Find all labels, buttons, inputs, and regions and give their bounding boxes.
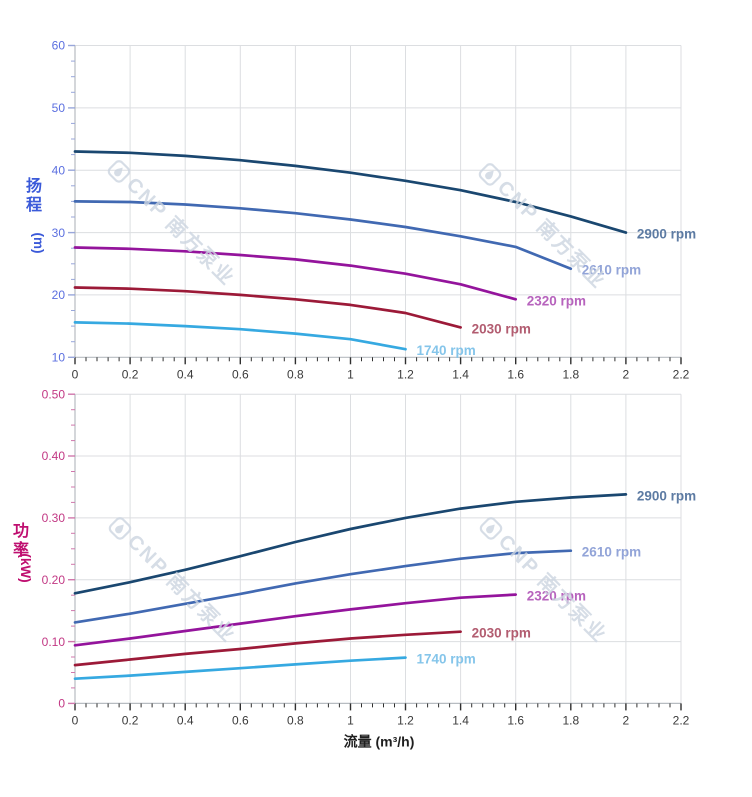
x-tick-label: 1.4 (452, 714, 469, 728)
y-tick-label: 60 (52, 39, 66, 53)
x-tick-label: 0 (72, 714, 79, 728)
curve-label: 2030 rpm (472, 321, 531, 336)
x-tick-label: 1.8 (562, 368, 579, 382)
x-tick-label: 0.4 (177, 368, 194, 382)
curve-2900-rpm (73, 150, 628, 234)
y-tick-label: 30 (52, 226, 66, 240)
y-tick-label: 50 (52, 101, 66, 115)
power-chart: 0 0.2 0.4 0.6 0.8 1 1.2 1.4 1.6 1.8 2 2.2 0 0.10 0.20 0… (13, 387, 696, 727)
x-tick-label: 0.8 (287, 368, 304, 382)
x-tick-label: 1.6 (507, 368, 524, 382)
x-tick-label: 2.2 (673, 714, 690, 728)
y-axis-title-char: 扬 (26, 176, 42, 195)
x-tick-label: 0.2 (122, 368, 139, 382)
x-tick-label: 1.4 (452, 368, 469, 382)
curve-2320-rpm (73, 246, 518, 301)
x-tick-label: 0.4 (177, 714, 194, 728)
y-tick-label: 0 (58, 697, 65, 711)
curve-label: 2900 rpm (637, 227, 696, 242)
y-tick-label: 0.10 (42, 635, 66, 649)
x-tick-label: 2 (623, 714, 630, 728)
curve-label: 2320 rpm (527, 293, 586, 308)
curve-2030-rpm (73, 286, 462, 329)
curve-label: 2610 rpm (582, 545, 641, 560)
x-tick-label: 1 (347, 714, 354, 728)
y-axis-unit-label: (kW) (18, 553, 33, 582)
cnp-logo-icon (108, 517, 132, 540)
curve-label: 1740 rpm (417, 652, 476, 667)
curve-label: 2900 rpm (637, 488, 696, 503)
y-axis-unit-label: (m) (31, 233, 46, 254)
curve-label: 2030 rpm (472, 626, 531, 641)
water-drop-icon (114, 167, 123, 177)
watermark: CNP 南方泵业 (478, 163, 611, 294)
x-axis-title: 流量 (m³/h) (344, 734, 415, 750)
x-tick-label: 0.2 (122, 714, 139, 728)
curve-1740-rpm (73, 321, 407, 351)
cnp-logo-icon (479, 517, 503, 540)
y-tick-label: 0.30 (42, 511, 66, 525)
x-tick-label: 1 (347, 368, 354, 382)
x-tick-label: 1.8 (562, 714, 579, 728)
curve-2610-rpm (73, 200, 573, 271)
cnp-logo-icon (107, 160, 131, 183)
watermark: CNP 南方泵业 (107, 160, 240, 291)
y-axis-title-char: 率 (13, 540, 29, 559)
y-tick-label: 0.20 (42, 573, 66, 587)
y-tick-label: 40 (52, 163, 66, 177)
watermark: CNP 南方泵业 (108, 517, 241, 648)
curve-label: 1740 rpm (417, 343, 476, 358)
y-axis-title-char: 功 (13, 522, 29, 540)
x-tick-label: 1.2 (397, 714, 414, 728)
curve-1740-rpm (73, 656, 407, 681)
y-axis-title-char: 程 (26, 196, 42, 214)
curve-label: 2320 rpm (527, 589, 586, 604)
watermark-text: CNP 南方泵业 (122, 172, 240, 290)
x-tick-label: 1.6 (507, 714, 524, 728)
cnp-logo-icon (478, 163, 502, 186)
head-chart: 0 0.2 0.4 0.6 0.8 1 1.2 1.4 1.6 1.8 2 2.2 10 20 30 40 50… (26, 39, 696, 382)
x-tick-label: 1.2 (397, 368, 414, 382)
y-tick-label: 0.40 (42, 449, 66, 463)
watermark-text: CNP 南方泵业 (123, 529, 241, 647)
y-tick-label: 10 (52, 351, 66, 365)
curve-2610-rpm (73, 549, 573, 624)
water-drop-icon (485, 170, 494, 180)
y-tick-label: 0.50 (42, 387, 66, 401)
water-drop-icon (115, 524, 124, 534)
curve-2320-rpm (73, 593, 518, 647)
y-tick-label: 20 (52, 288, 66, 302)
curve-2030-rpm (73, 630, 462, 667)
x-tick-label: 0 (72, 368, 79, 382)
x-tick-label: 2.2 (673, 368, 690, 382)
curve-label: 2610 rpm (582, 263, 641, 278)
x-tick-label: 0.6 (232, 368, 249, 382)
curve-2900-rpm (73, 493, 628, 595)
water-drop-icon (486, 524, 495, 534)
watermark-text: CNP 南方泵业 (493, 175, 611, 293)
x-tick-label: 0.6 (232, 714, 249, 728)
x-tick-label: 2 (623, 368, 630, 382)
x-tick-label: 0.8 (287, 714, 304, 728)
